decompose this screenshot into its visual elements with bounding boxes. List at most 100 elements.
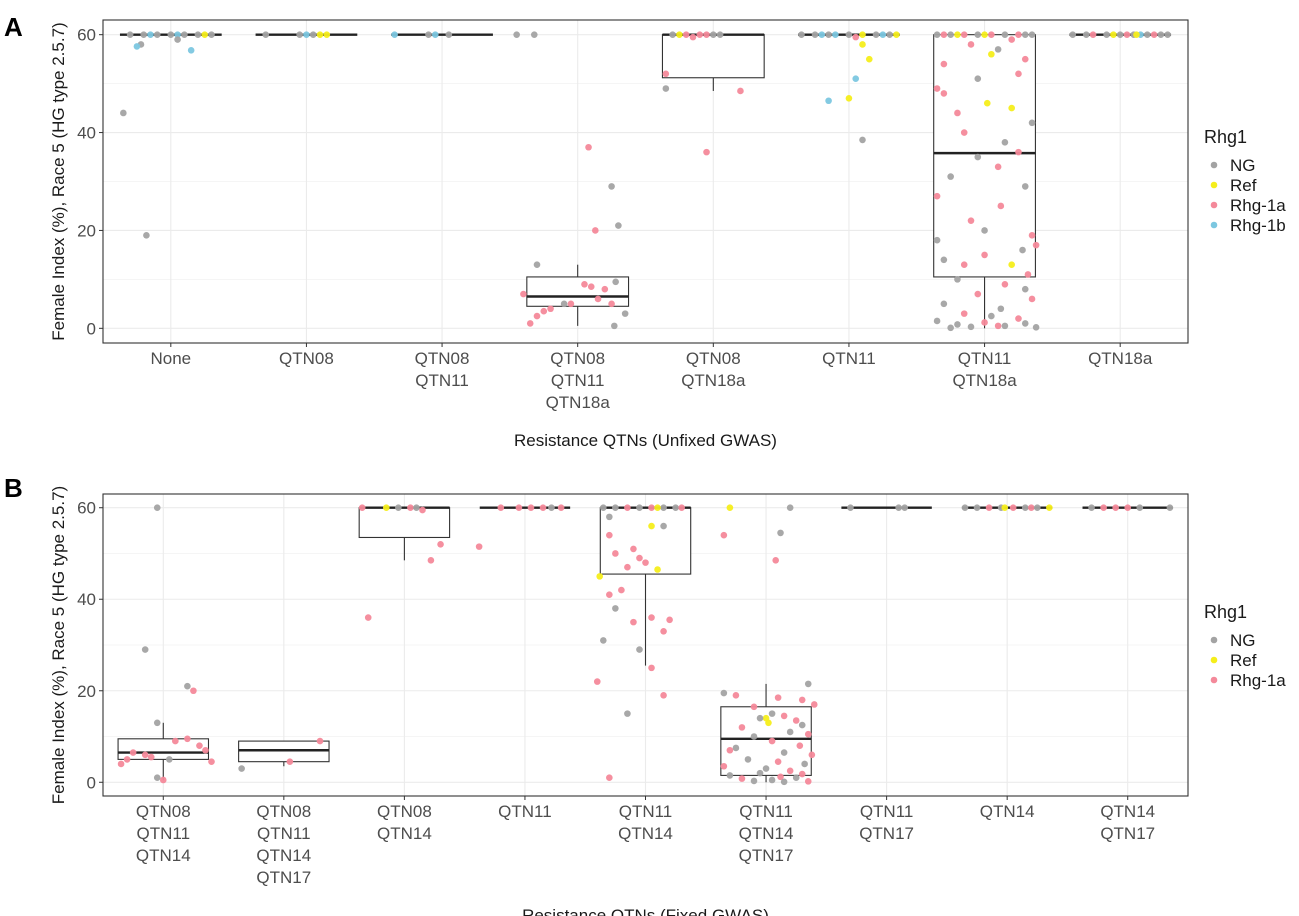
point-ng xyxy=(750,733,758,740)
point-rhg-1a xyxy=(720,531,728,539)
point-rhg-1a xyxy=(1112,504,1119,512)
point-rhg-1a xyxy=(1015,148,1022,156)
point-ref xyxy=(1046,504,1053,512)
point-rhg-1a xyxy=(593,678,601,685)
point-rhg-1a xyxy=(774,758,782,765)
point-ng xyxy=(845,31,853,38)
point-ref xyxy=(859,41,866,48)
point-rhg-1a xyxy=(364,614,372,621)
point-rhg-1a xyxy=(606,774,613,781)
x-tick-label: QTN17 xyxy=(1100,824,1155,843)
panel-letter: A xyxy=(4,12,23,42)
point-rhg-1b xyxy=(852,75,860,83)
point-rhg-1a xyxy=(774,694,782,701)
point-rhg-1a xyxy=(772,557,779,564)
y-tick-label: 60 xyxy=(77,499,96,518)
category-3: QTN08 QTN14 xyxy=(358,504,451,843)
point-rhg-1a xyxy=(475,543,483,550)
point-ng xyxy=(947,173,954,180)
point-ng xyxy=(120,109,127,117)
point-ng xyxy=(1019,246,1026,254)
point-ng xyxy=(624,710,631,717)
point-ng xyxy=(143,232,150,239)
point-rhg-1a xyxy=(981,251,988,259)
point-ng xyxy=(262,31,270,38)
point-rhg-1a xyxy=(732,692,740,699)
point-rhg-1a xyxy=(129,749,137,756)
point-rhg-1a xyxy=(738,775,746,782)
point-rhg-1a xyxy=(940,90,948,97)
point-ng xyxy=(1166,504,1174,512)
point-rhg-1a xyxy=(123,756,131,763)
point-ng xyxy=(786,504,794,512)
category-9: QTN14 QTN17 xyxy=(1082,504,1174,843)
point-ng xyxy=(954,276,961,283)
x-tick-label: QTN11 xyxy=(822,349,876,368)
point-rhg-1a xyxy=(1024,271,1032,278)
point-rhg-1a xyxy=(515,504,523,512)
point-ng xyxy=(872,31,880,38)
point-rhg-1a xyxy=(678,504,685,512)
point-rhg-1a xyxy=(624,563,631,571)
point-rhg-1a xyxy=(1028,295,1036,303)
point-rhg-1a xyxy=(768,737,776,745)
point-rhg-1a xyxy=(606,531,613,539)
box xyxy=(358,507,451,539)
point-rhg-1a xyxy=(662,70,670,78)
point-ng xyxy=(1001,139,1009,146)
category-7: QTN11 QTN17 xyxy=(841,504,932,843)
x-tick-label: QTN08 xyxy=(686,349,741,368)
point-ng xyxy=(954,321,961,328)
x-tick-label: QTN08 xyxy=(415,349,470,368)
legend-label: Rhg-1b xyxy=(1230,216,1286,235)
x-tick-label: QTN14 xyxy=(256,846,311,865)
x-axis-title: Resistance QTNs (Unfixed GWAS) xyxy=(514,431,777,450)
point-ng xyxy=(194,31,202,38)
y-tick-label: 0 xyxy=(87,773,96,792)
point-rhg-1a xyxy=(594,295,602,303)
point-rhg-1a xyxy=(798,770,806,778)
point-rhg-1a xyxy=(630,618,637,626)
category-6: QTN11 xyxy=(798,31,900,368)
x-tick-label: QTN17 xyxy=(256,868,311,887)
box xyxy=(661,34,765,79)
point-ng xyxy=(997,305,1005,313)
point-ng xyxy=(636,646,643,653)
point-ng xyxy=(988,312,995,320)
point-rhg-1a xyxy=(738,724,746,731)
point-ref xyxy=(845,95,853,102)
point-ng xyxy=(636,504,643,512)
legend-key-ref xyxy=(1210,656,1218,664)
point-ng xyxy=(798,31,805,38)
point-rhg-1a xyxy=(581,280,588,288)
point-ng xyxy=(660,504,667,512)
point-rhg-1a xyxy=(994,322,1002,330)
legend-key-ng xyxy=(1210,161,1218,169)
point-ng xyxy=(981,227,988,234)
point-ng xyxy=(974,153,982,161)
point-rhg-1a xyxy=(202,746,209,754)
point-ng xyxy=(606,513,613,521)
point-ng xyxy=(153,719,161,727)
x-tick-label: QTN11 xyxy=(551,371,605,390)
point-ng xyxy=(1069,31,1077,38)
point-rhg-1a xyxy=(796,742,804,749)
point-rhg-1a xyxy=(1015,31,1022,38)
point-rhg-1a xyxy=(960,261,968,268)
point-ref xyxy=(983,99,991,107)
point-ng xyxy=(611,322,618,330)
point-ng xyxy=(786,728,794,736)
point-rhg-1a xyxy=(526,320,534,327)
point-ng xyxy=(533,261,541,268)
point-rhg-1a xyxy=(618,586,625,594)
point-rhg-1a xyxy=(666,616,673,624)
point-ng xyxy=(967,323,975,331)
point-rhg-1a xyxy=(1123,31,1131,38)
legend-title: Rhg1 xyxy=(1204,602,1247,622)
point-rhg-1a xyxy=(737,87,744,95)
category-6: QTN11 QTN14 QTN17 xyxy=(720,504,818,865)
point-rhg-1a xyxy=(988,31,995,38)
point-ng xyxy=(309,31,317,38)
x-tick-label: QTN11 xyxy=(958,349,1012,368)
point-ng xyxy=(174,36,181,43)
